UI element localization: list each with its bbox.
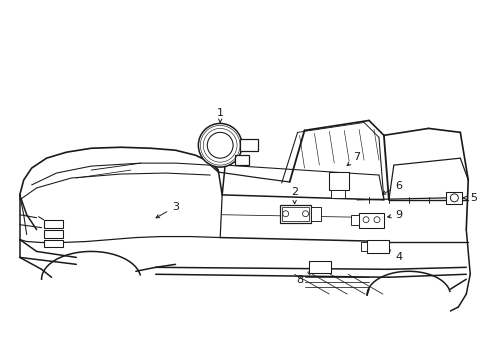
Bar <box>331 190 345 198</box>
Text: 3: 3 <box>156 202 179 218</box>
Bar <box>366 239 388 253</box>
Bar <box>350 215 358 225</box>
Circle shape <box>207 132 233 158</box>
Bar <box>446 192 461 204</box>
Text: 4: 4 <box>386 249 402 262</box>
Circle shape <box>302 211 308 217</box>
Bar <box>328 172 348 190</box>
Bar <box>235 155 248 165</box>
Text: 2: 2 <box>290 187 298 204</box>
Circle shape <box>373 217 379 223</box>
Bar <box>43 230 63 238</box>
Bar <box>358 213 383 228</box>
Circle shape <box>362 217 368 223</box>
Circle shape <box>449 194 457 202</box>
Bar <box>279 205 311 223</box>
Bar <box>311 207 321 221</box>
Circle shape <box>282 211 288 217</box>
Bar <box>43 239 63 247</box>
Circle shape <box>198 123 242 167</box>
Text: 1: 1 <box>216 108 223 123</box>
Text: 8: 8 <box>295 271 311 285</box>
Text: 9: 9 <box>387 210 402 220</box>
Bar <box>360 242 366 251</box>
Bar <box>281 207 309 221</box>
Text: 7: 7 <box>346 152 360 166</box>
Text: 5: 5 <box>463 193 476 203</box>
Bar <box>240 139 257 151</box>
Bar <box>309 261 331 273</box>
Bar <box>43 220 63 228</box>
Text: 6: 6 <box>382 181 402 194</box>
